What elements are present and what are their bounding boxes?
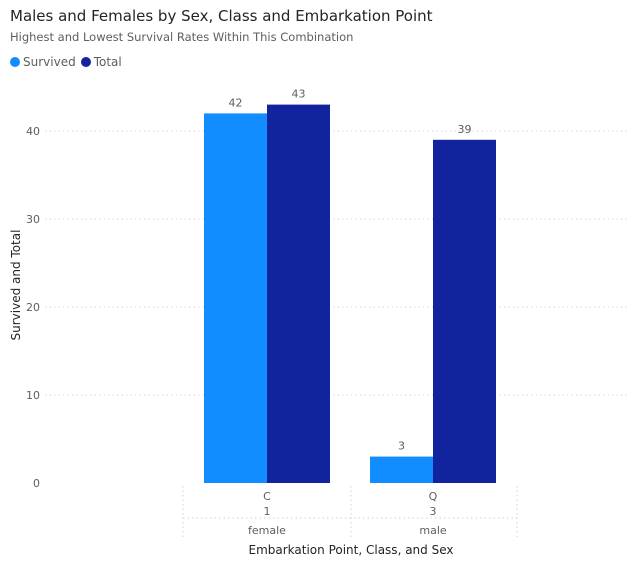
y-tick-label-40: 40	[26, 125, 40, 138]
y-tick-label-10: 10	[26, 389, 40, 402]
x-tick-label-1-1: 3	[430, 505, 437, 518]
y-tick-label-30: 30	[26, 213, 40, 226]
legend-item-total[interactable]: Total	[80, 55, 122, 69]
bar-survived-1[interactable]	[370, 456, 433, 483]
data-label-total-1: 39	[458, 123, 472, 136]
legend-label-total: Total	[93, 55, 122, 69]
legend: Survived Total	[10, 55, 127, 69]
bar-survived-0[interactable]	[204, 113, 267, 484]
y-tick-label-0: 0	[33, 477, 40, 490]
x-tick-label-0-0: C	[263, 490, 271, 503]
legend-marker-total	[80, 57, 91, 67]
bar-total-1[interactable]	[433, 139, 496, 484]
x-tick-label-0-2: female	[248, 524, 286, 537]
legend-item-survived[interactable]: Survived	[10, 55, 76, 69]
chart-subtitle: Highest and Lowest Survival Rates Within…	[10, 30, 354, 44]
data-label-total-0: 43	[292, 88, 306, 101]
x-tick-label-0-1: 1	[264, 505, 271, 518]
chart-title: Males and Females by Sex, Class and Emba…	[10, 7, 433, 25]
data-label-survived-0: 42	[229, 96, 243, 109]
x-tick-label-1-0: Q	[429, 490, 438, 503]
x-tick-label-1-2: male	[419, 524, 447, 537]
data-label-survived-1: 3	[398, 440, 405, 453]
legend-marker-survived	[10, 57, 20, 67]
y-tick-label-20: 20	[26, 301, 40, 314]
legend-label-survived: Survived	[23, 55, 76, 69]
bar-total-0[interactable]	[267, 104, 330, 483]
x-axis-label: Embarkation Point, Class, and Sex	[249, 543, 454, 557]
y-axis-label: Survived and Total	[9, 230, 23, 341]
